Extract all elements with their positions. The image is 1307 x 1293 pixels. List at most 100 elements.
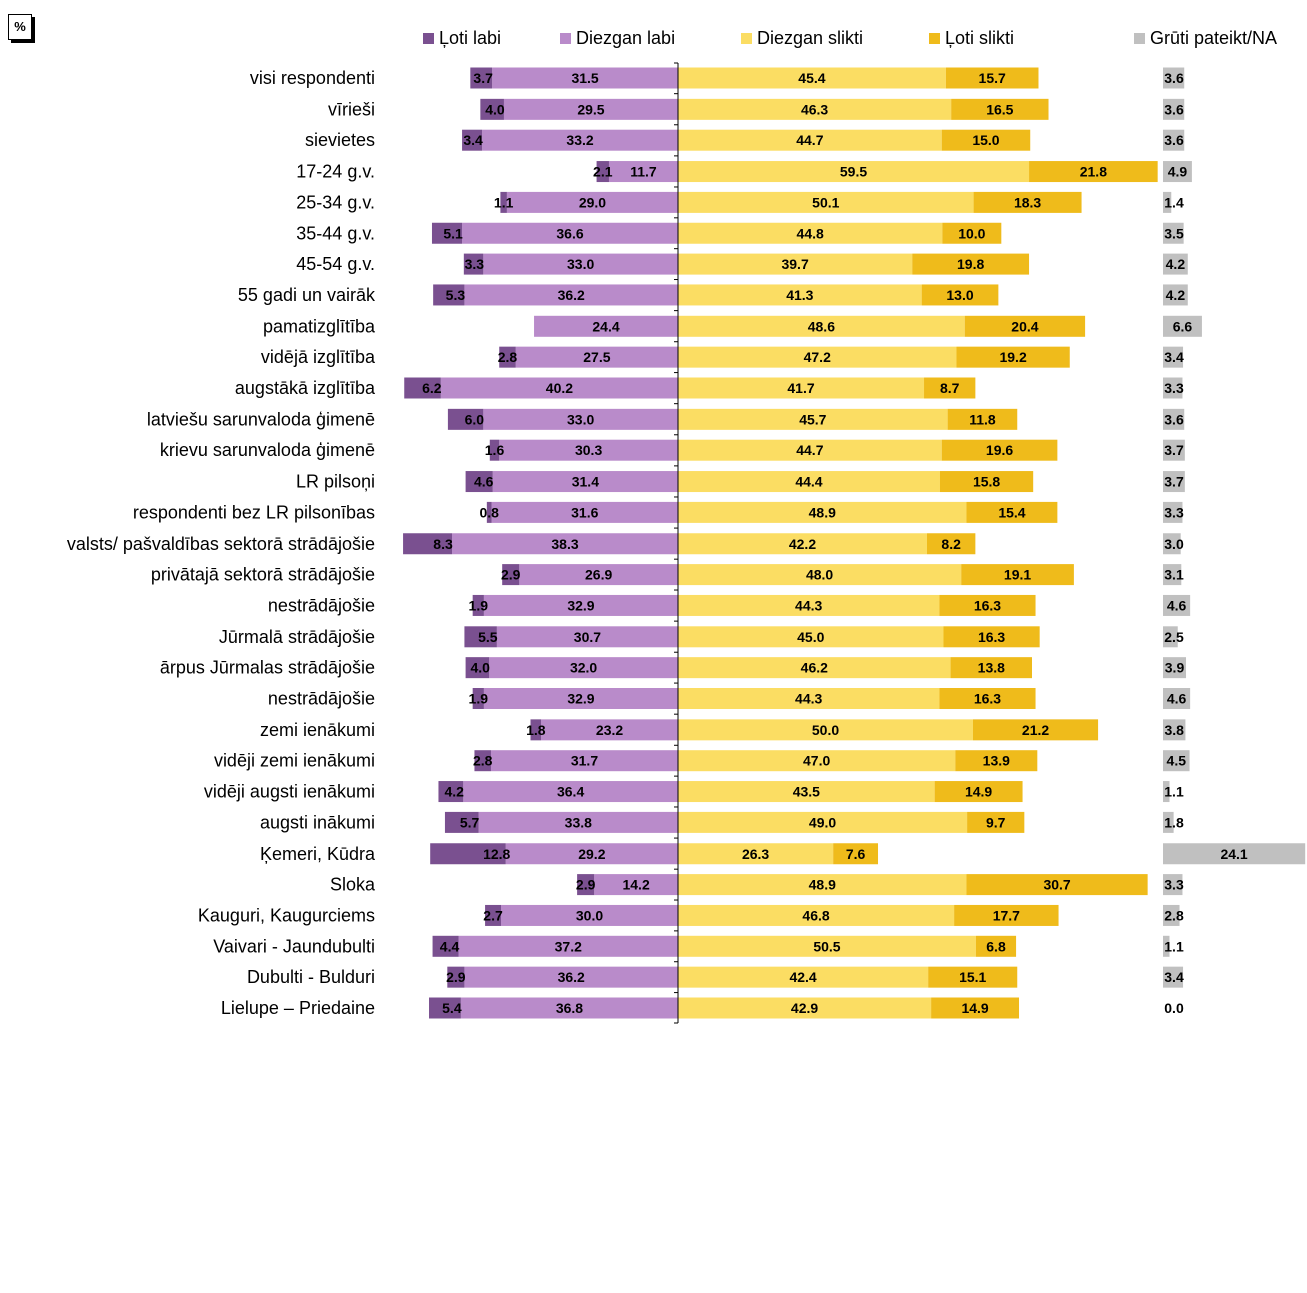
bar-loti-slikti [956,346,1070,368]
data-label: 38.3 [551,536,578,552]
data-label: 1.1 [1164,784,1184,800]
data-label: 32.0 [570,660,597,676]
data-label: 0.0 [1164,1000,1184,1016]
bar-diezgan-labi [460,997,678,1019]
bar-diezgan-slikti [678,781,935,803]
bar-loti-labi [472,594,484,616]
legend-item: Ļoti slikti [929,28,1014,49]
data-label: 4.9 [1168,164,1188,180]
bar-diezgan-labi [491,501,678,523]
category-label: Kauguri, Kaugurciems [198,905,375,925]
data-label: 19.6 [986,442,1013,458]
data-label: 31.6 [571,504,598,520]
data-label: 42.9 [791,1000,818,1016]
data-label: 24.1 [1220,846,1247,862]
data-label: 3.1 [1164,567,1184,583]
data-label: 3.9 [1165,660,1185,676]
bar-gruti-pateikt [1163,501,1183,523]
data-label: 44.4 [795,474,822,490]
data-label: 44.7 [796,442,823,458]
bar-loti-slikti [950,657,1032,679]
bar-loti-labi [463,253,484,275]
data-label: 19.8 [957,256,984,272]
data-label: 6.2 [422,380,442,396]
category-label: vidējā izglītība [261,347,376,367]
legend-swatch [423,33,434,44]
data-label: 9.7 [986,814,1006,830]
bar-loti-labi [530,719,542,741]
bar-gruti-pateikt [1163,439,1185,461]
bar-diezgan-labi [452,533,678,555]
data-label: 15.0 [972,132,999,148]
data-label: 5.7 [460,814,480,830]
legend-label: Grūti pateikt/NA [1150,28,1278,48]
bar-loti-slikti [954,904,1059,926]
bar-loti-labi [474,750,491,772]
data-label: 3.6 [1164,411,1184,427]
bar-diezgan-slikti [678,657,951,679]
unit-label: % [8,14,32,40]
data-label: 16.3 [974,597,1001,613]
bar-loti-slikti [941,439,1058,461]
category-label: LR pilsoņi [296,472,375,492]
bar-loti-slikti [955,750,1038,772]
data-label: 3.3 [465,256,485,272]
bar-diezgan-labi [440,377,678,399]
bar-diezgan-slikti [678,346,957,368]
bar-diezgan-labi [506,191,678,213]
data-label: 36.6 [556,225,583,241]
category-label: nestrādājošie [268,689,375,709]
category-label: augsti inākumi [260,812,375,832]
bar-loti-slikti [1029,161,1158,183]
bar-diezgan-labi [458,935,678,957]
bar-loti-slikti [966,874,1148,896]
bar-diezgan-slikti [678,98,952,120]
category-label: Jūrmalā strādājošie [219,627,375,647]
data-label: 45.4 [798,70,825,86]
category-label: valsts/ pašvaldības sektorā strādājošie [67,534,375,554]
bar-gruti-pateikt [1163,408,1185,430]
data-label: 1.1 [494,194,514,210]
bar-loti-slikti [947,408,1018,430]
data-label: 44.8 [797,225,824,241]
data-label: 2.8 [1164,907,1184,923]
data-label: 31.4 [572,474,599,490]
bar-diezgan-slikti [678,439,942,461]
bar-loti-slikti [973,719,1099,741]
data-label: 41.7 [787,380,814,396]
category-label: latviešu sarunvaloda ģimenē [147,409,375,429]
data-label: 59.5 [840,164,867,180]
bar-loti-labi [465,471,493,493]
bar-loti-labi [470,67,493,89]
bar-diezgan-slikti [678,966,929,988]
legend-label: Ļoti labi [439,28,502,48]
category-label: sievietes [305,130,375,150]
bar-loti-labi [500,191,507,213]
bar-diezgan-labi [483,594,678,616]
bar-loti-labi [472,688,484,709]
legend-swatch [741,33,752,44]
bar-loti-slikti [924,377,976,399]
bar-diezgan-slikti [678,997,932,1019]
bar-diezgan-slikti [678,750,956,772]
data-label: 41.3 [786,287,813,303]
bar-loti-labi [429,997,461,1019]
data-label: 2.9 [576,877,596,893]
data-label: 3.6 [1164,101,1184,117]
category-label: pamatizglītība [263,316,376,336]
data-label: 21.8 [1080,164,1107,180]
bar-gruti-pateikt [1163,966,1184,988]
data-label: 33.8 [565,814,592,830]
data-label: 36.2 [558,287,585,303]
data-label: 3.7 [1164,442,1184,458]
bar-loti-slikti [833,843,879,865]
bar-diezgan-slikti [678,408,948,430]
bar-diezgan-slikti [678,564,962,586]
legend-label: Diezgan labi [576,28,676,48]
data-label: 11.7 [630,164,657,180]
category-label: Vaivari - Jaundubulti [213,936,375,956]
data-label: 48.9 [809,504,836,520]
category-label: 25-34 g.v. [296,192,375,212]
category-label: 45-54 g.v. [296,254,375,274]
bar-loti-labi [499,346,516,368]
